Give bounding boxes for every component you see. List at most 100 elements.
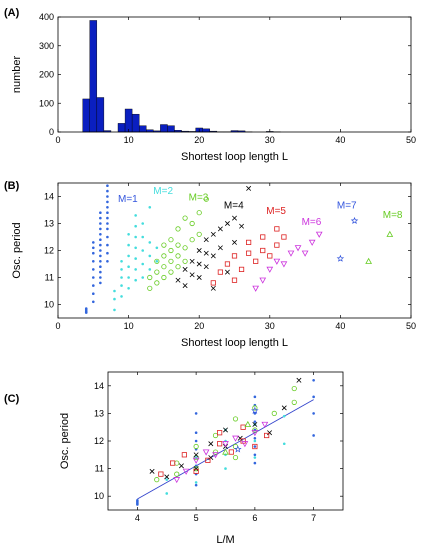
data-point (92, 260, 95, 263)
x-tick-label: 6 (252, 513, 257, 523)
data-point (182, 245, 188, 251)
data-point (165, 478, 169, 481)
data-point (210, 280, 216, 286)
data-point (291, 385, 297, 392)
data-point (241, 441, 249, 448)
data-point (182, 266, 188, 272)
data-point (234, 445, 242, 453)
data-point (203, 264, 209, 270)
data-point (203, 196, 209, 202)
data-point (224, 261, 231, 267)
data-point (267, 430, 273, 436)
data-point (196, 275, 202, 280)
panel-label: (B) (4, 180, 20, 192)
series-m6 (173, 421, 269, 484)
data-point (148, 206, 152, 209)
data-point (158, 471, 164, 477)
data-point (253, 439, 257, 443)
data-point (99, 211, 102, 214)
annotation-label: M=1 (118, 194, 138, 205)
data-point (120, 295, 123, 298)
data-point (149, 468, 155, 474)
data-point (127, 233, 130, 236)
annotation-label: M=4 (224, 201, 244, 212)
data-point (252, 405, 258, 411)
data-point (282, 414, 286, 418)
data-point (148, 268, 152, 271)
data-point (99, 233, 102, 236)
data-point (222, 448, 229, 455)
data-point (253, 456, 257, 459)
data-point (92, 300, 95, 304)
data-point (210, 231, 216, 237)
data-point (127, 243, 130, 247)
data-point (253, 395, 257, 399)
y-tick-label: 11 (95, 464, 104, 474)
data-point (208, 441, 214, 447)
data-point (217, 226, 223, 232)
annotation-label: M=6 (302, 217, 322, 228)
y-tick-label: 400 (39, 12, 54, 22)
data-point (252, 285, 260, 292)
data-point (99, 222, 102, 225)
series-m8 (365, 230, 394, 264)
data-point (261, 421, 269, 428)
data-point (155, 260, 159, 263)
x-tick-label: 20 (194, 321, 204, 331)
panel-a: 0 10 20 30 40 50 0 100 200 300 400 Shortest loop le… (4, 7, 416, 163)
data-point (120, 268, 123, 271)
data-point (106, 206, 109, 209)
data-point (224, 269, 230, 275)
x-tick-label: 20 (194, 135, 204, 145)
data-point (296, 377, 302, 383)
data-point (92, 268, 95, 271)
data-point (232, 239, 237, 245)
data-point (154, 258, 160, 264)
data-point (99, 276, 102, 279)
data-point (182, 258, 188, 264)
data-point (175, 242, 181, 248)
histogram-bar (89, 20, 98, 133)
data-point (217, 269, 223, 275)
x-tick-label: 40 (335, 321, 345, 331)
data-point (113, 297, 116, 301)
panel-c: 4 5 6 7 10 11 12 13 14 L/M Osc. period (C) (4, 371, 344, 546)
y-axis-label: Osc. period (59, 413, 71, 469)
data-point (252, 421, 258, 427)
data-point (113, 289, 116, 293)
data-point (106, 216, 109, 220)
data-point (350, 216, 359, 225)
data-point (212, 432, 219, 439)
series-m4 (149, 377, 302, 480)
data-point (266, 266, 274, 273)
data-point (282, 442, 286, 446)
data-point (238, 266, 245, 273)
data-point (196, 261, 202, 267)
x-tick-label: 0 (55, 321, 60, 331)
data-point (161, 242, 167, 248)
y-tick-label: 13 (44, 219, 54, 229)
data-point (194, 439, 198, 443)
series-m5 (210, 226, 287, 286)
annotation-label: M=3 (189, 193, 209, 204)
x-tick-label: 40 (335, 135, 345, 145)
data-point (99, 260, 102, 263)
data-point (99, 227, 102, 231)
data-point (253, 436, 257, 440)
series-m2 (113, 206, 159, 312)
data-point (106, 222, 109, 225)
x-tick-label: 7 (311, 513, 316, 523)
data-point (237, 435, 243, 441)
data-point (251, 430, 259, 437)
series-m4 (175, 185, 252, 291)
annotation-label: M=2 (153, 186, 173, 197)
data-point (173, 477, 181, 484)
data-point (161, 264, 167, 270)
data-point (99, 265, 102, 269)
x-tick-label: 30 (265, 135, 275, 145)
x-tick-label: 10 (124, 321, 134, 331)
data-point (193, 465, 199, 472)
data-point (154, 280, 160, 286)
data-point (260, 247, 266, 254)
series-m8 (222, 420, 252, 455)
